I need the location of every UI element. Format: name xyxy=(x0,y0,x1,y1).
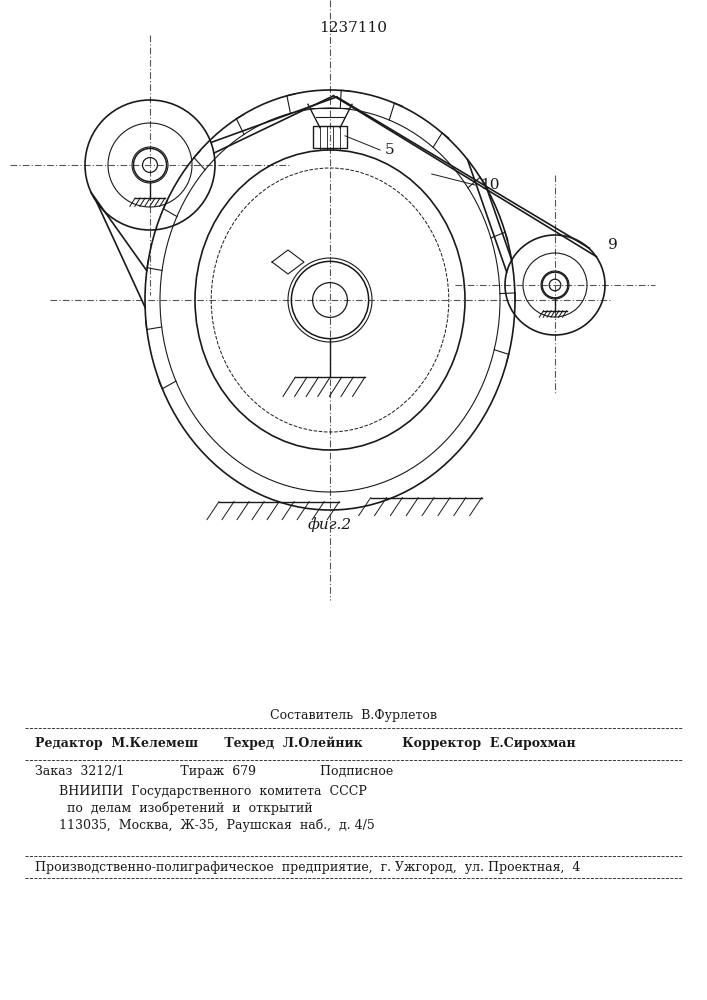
Text: Редактор  М.Келемеш      Техред  Л.Олейник         Корректор  Е.Сирохман: Редактор М.Келемеш Техред Л.Олейник Корр… xyxy=(35,736,575,750)
Text: 10: 10 xyxy=(480,178,500,192)
Text: Составитель  В.Фурлетов: Составитель В.Фурлетов xyxy=(269,708,436,722)
Text: по  делам  изобретений  и  открытий: по делам изобретений и открытий xyxy=(35,801,312,815)
Text: Заказ  3212/1              Тираж  679                Подписное: Заказ 3212/1 Тираж 679 Подписное xyxy=(35,766,393,778)
Text: 5: 5 xyxy=(385,143,395,157)
Text: ВНИИПИ  Государственного  комитета  СССР: ВНИИПИ Государственного комитета СССР xyxy=(35,784,367,798)
Text: фиг.2: фиг.2 xyxy=(308,518,352,532)
Text: 113035,  Москва,  Ж-35,  Раушская  наб.,  д. 4/5: 113035, Москва, Ж-35, Раушская наб., д. … xyxy=(35,818,375,832)
Text: Производственно-полиграфическое  предприятие,  г. Ужгород,  ул. Проектная,  4: Производственно-полиграфическое предприя… xyxy=(35,861,580,874)
Text: 9: 9 xyxy=(608,238,618,252)
Text: 1237110: 1237110 xyxy=(320,21,387,35)
Bar xyxy=(313,126,347,148)
